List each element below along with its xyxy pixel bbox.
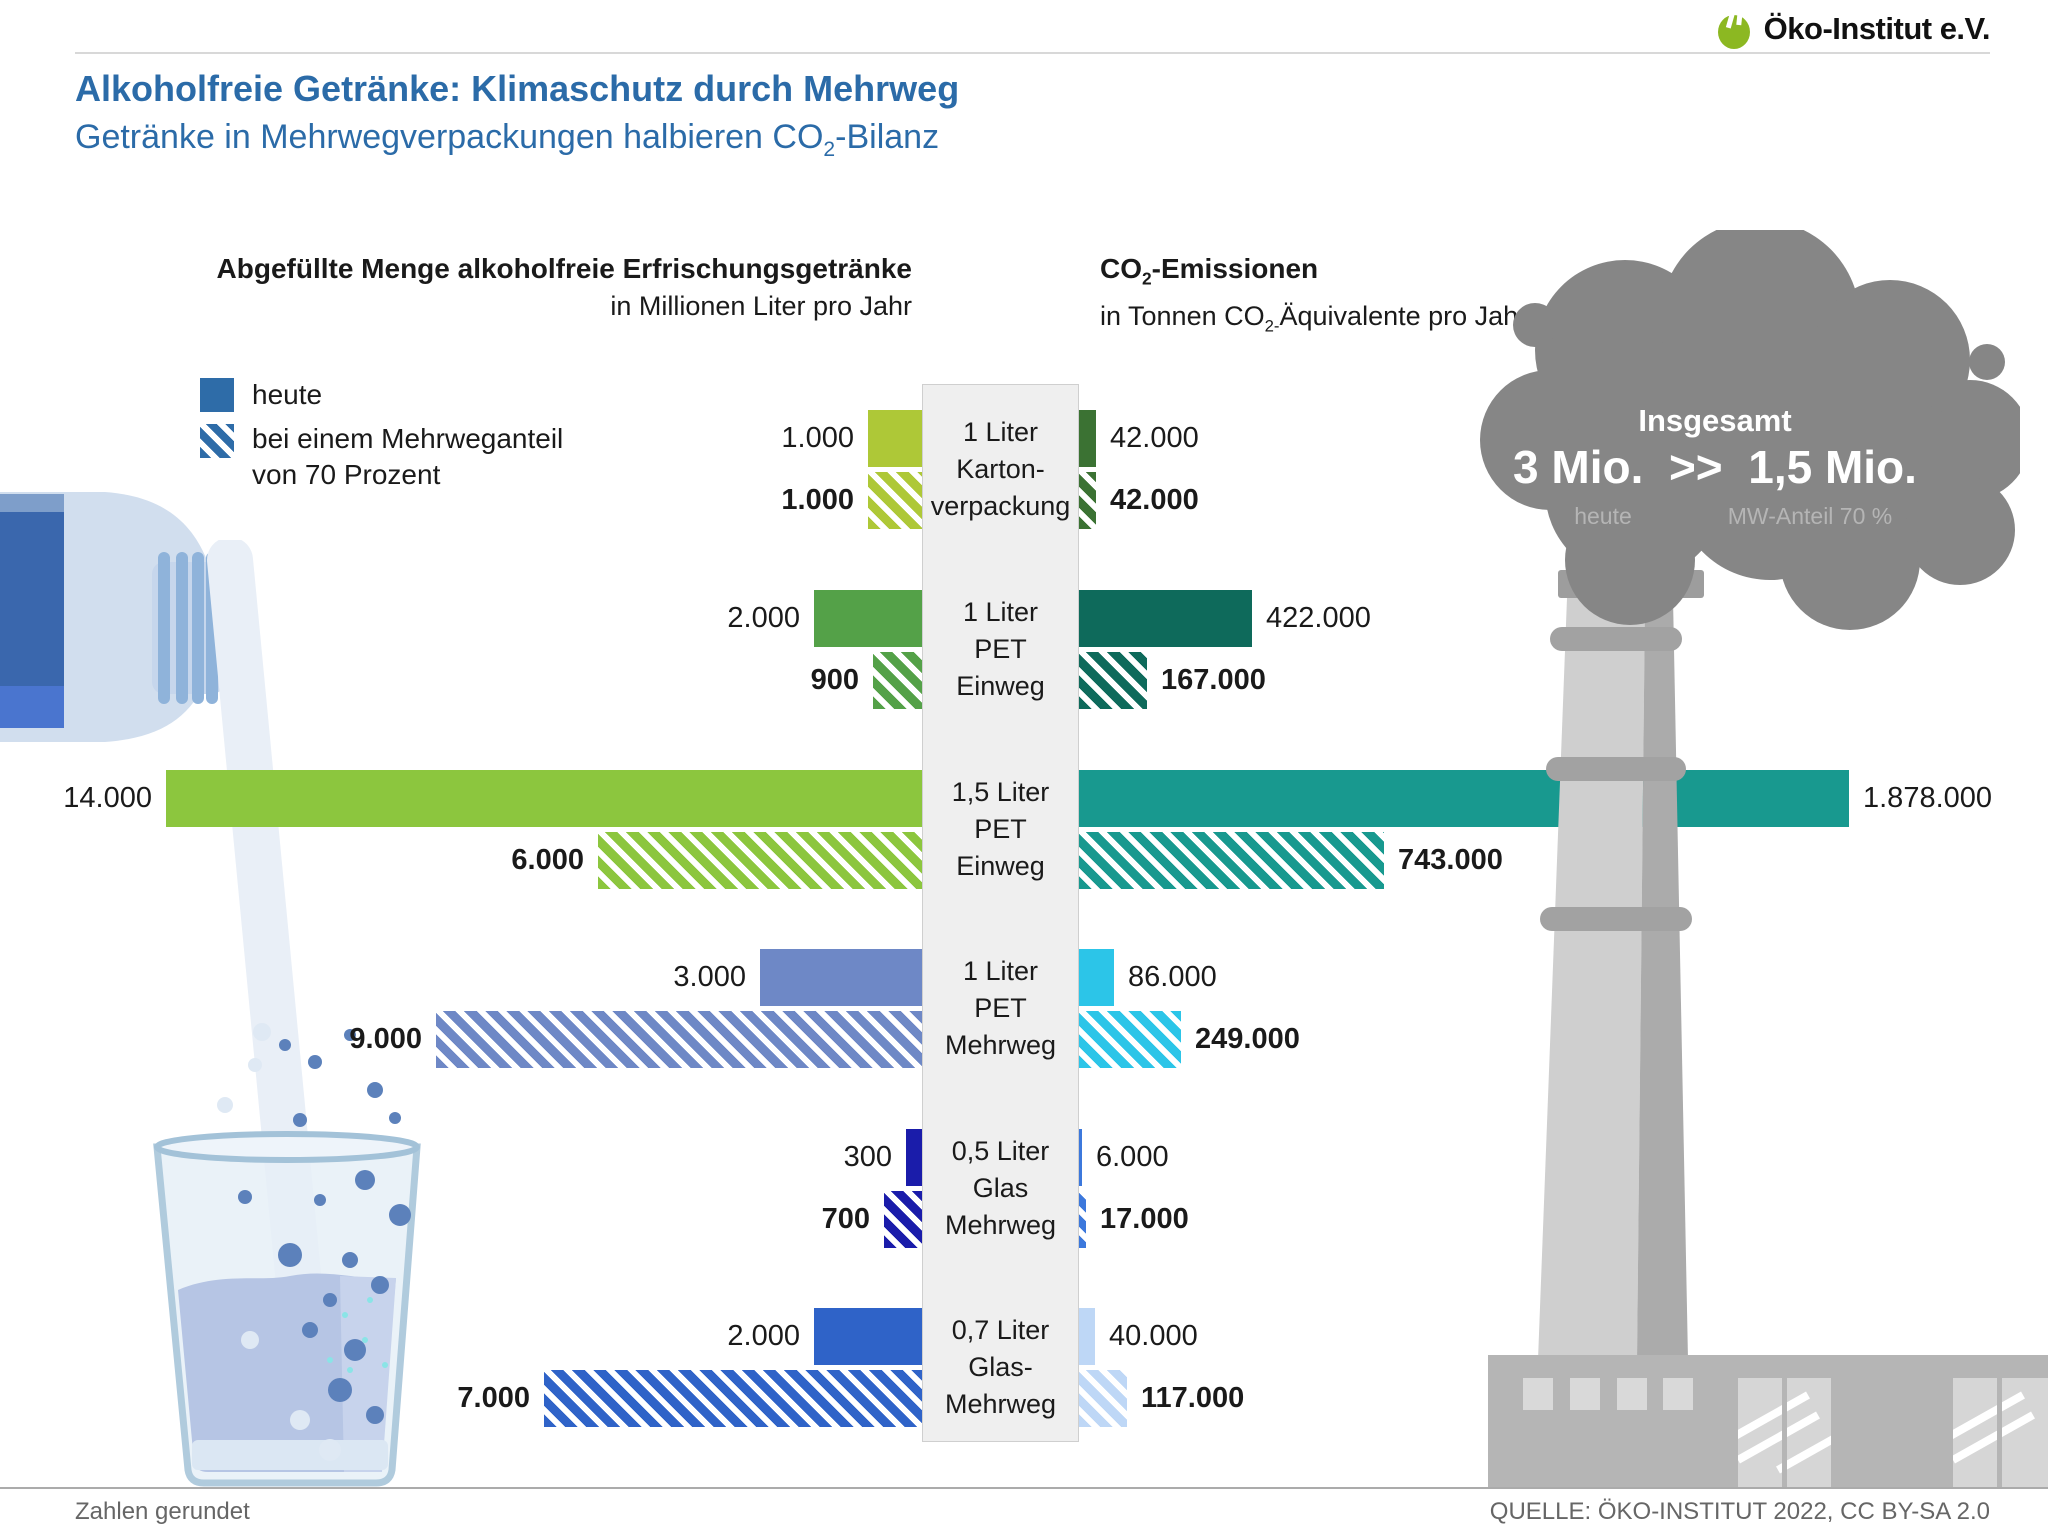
volume-bar-reuse-2 (598, 832, 922, 889)
co2-bar-reuse-1 (1079, 652, 1147, 709)
cloud-total-values: 3 Mio. >> 1,5 Mio. (1475, 440, 1955, 494)
co2-bar-reuse-5 (1079, 1370, 1127, 1427)
volume-value-today-3: 3.000 (673, 961, 746, 993)
co2-bar-today-3 (1079, 949, 1114, 1006)
left-axis-unit: in Millionen Liter pro Jahr (610, 291, 912, 321)
legend-item-today: heute (200, 378, 563, 412)
co2-value-reuse-3: 249.000 (1195, 1023, 1300, 1055)
page-subtitle: Getränke in Mehrwegverpackungen halbiere… (75, 118, 940, 161)
smoke-cloud-illustration (1480, 230, 2020, 630)
volume-value-today-1: 2.000 (727, 602, 800, 634)
co2-value-reuse-0: 42.000 (1110, 484, 1199, 516)
co2-bar-reuse-0 (1079, 472, 1096, 529)
co2-bar-reuse-2 (1079, 832, 1384, 889)
co2-bar-today-2 (1079, 770, 1849, 827)
top-divider (75, 52, 1990, 54)
cloud-future-label: MW-Anteil 70 % (1727, 503, 1893, 529)
volume-value-today-5: 2.000 (727, 1320, 800, 1352)
co2-bar-today-0 (1079, 410, 1096, 467)
legend-swatch-hatched (200, 424, 234, 458)
left-axis-title: Abgefüllte Menge alkoholfreie Erfrischun… (216, 253, 912, 284)
package-type-label-2: 1,5 Liter PET Einweg (951, 777, 1050, 881)
co2-value-reuse-1: 167.000 (1161, 664, 1266, 696)
bottom-divider (0, 1487, 2048, 1489)
co2-bar-today-5 (1079, 1308, 1095, 1365)
co2-bar-reuse-3 (1079, 1011, 1181, 1068)
brand-logo: Öko-Institut e.V. (1715, 8, 1991, 50)
cloud-total-title: Insgesamt (1638, 403, 1792, 438)
footer-source: QUELLE: ÖKO-INSTITUT 2022, CC BY-SA 2.0 (1489, 1498, 1990, 1525)
volume-value-reuse-5: 7.000 (457, 1382, 530, 1414)
volume-value-today-0: 1.000 (781, 422, 854, 454)
package-type-label-5: 0,7 Liter Glas- Mehrweg (944, 1315, 1057, 1419)
right-axis-header: CO2-Emissionen in Tonnen CO2-Äquivalente… (1100, 252, 1527, 343)
volume-bar-reuse-5 (544, 1370, 922, 1427)
legend: heute bei einem Mehrweganteil von 70 Proz… (200, 378, 563, 505)
package-type-label-0: 1 Liter Karton-verpackung (930, 417, 1071, 521)
volume-value-today-4: 300 (843, 1141, 892, 1173)
volume-value-reuse-3: 9.000 (349, 1023, 422, 1055)
volume-value-reuse-1: 900 (810, 664, 859, 696)
package-type-label-1: 1 Liter PET Einweg (956, 597, 1045, 701)
bottle-illustration (0, 492, 224, 742)
legend-item-reuse: bei einem Mehrweganteil von 70 Prozent (200, 423, 564, 493)
volume-bar-today-5 (814, 1308, 922, 1365)
volume-bar-today-2 (166, 770, 922, 827)
volume-value-reuse-2: 6.000 (511, 844, 584, 876)
co2-value-today-5: 40.000 (1109, 1320, 1198, 1352)
chimney-illustration (1538, 570, 1704, 1360)
page-title: Alkoholfreie Getränke: Klimaschutz durch… (75, 68, 960, 109)
volume-bar-today-0 (868, 410, 922, 467)
co2-value-reuse-4: 17.000 (1100, 1203, 1189, 1235)
co2-value-today-1: 422.000 (1266, 602, 1371, 634)
category-band (922, 384, 1079, 1442)
volume-bar-today-3 (760, 949, 922, 1006)
co2-value-reuse-2: 743.000 (1398, 844, 1503, 876)
right-axis-unit: in Tonnen CO2-Äquivalente pro Jahr (1100, 300, 1528, 335)
cloud-future-value: 1,5 Mio. (1748, 441, 1917, 493)
footer-note: Zahlen gerundet (75, 1498, 250, 1525)
co2-bar-today-4 (1079, 1129, 1082, 1186)
volume-bar-today-4 (906, 1129, 922, 1186)
legend-label-reuse: bei einem Mehrweganteil von 70 Prozent (252, 423, 564, 490)
cloud-arrow: >> (1668, 441, 1723, 493)
volume-value-reuse-4: 700 (821, 1203, 870, 1235)
brand-logo-text: Öko-Institut e.V. (1763, 11, 1991, 46)
package-type-label-4: 0,5 Liter Glas Mehrweg (944, 1136, 1057, 1240)
co2-value-today-2: 1.878.000 (1863, 782, 1993, 814)
cloud-today-value: 3 Mio. (1513, 441, 1644, 493)
co2-value-today-3: 86.000 (1128, 961, 1217, 993)
factory-illustration (1488, 1355, 2048, 1489)
right-axis-title: CO2-Emissionen (1100, 253, 1319, 289)
co2-value-reuse-5: 117.000 (1141, 1382, 1245, 1414)
co2-value-today-0: 42.000 (1110, 422, 1199, 454)
legend-swatch-solid (200, 378, 234, 412)
volume-bar-reuse-3 (436, 1011, 922, 1068)
left-axis-header: Abgefüllte Menge alkoholfreie Erfrischun… (217, 252, 912, 323)
volume-bar-reuse-1 (873, 652, 922, 709)
volume-bar-reuse-4 (884, 1191, 922, 1248)
co2-bar-today-1 (1079, 590, 1252, 647)
legend-label-today: heute (252, 379, 323, 410)
volume-bar-reuse-0 (868, 472, 922, 529)
oeko-institut-logo-icon (1715, 8, 1755, 50)
volume-value-reuse-0: 1.000 (781, 484, 854, 516)
co2-bar-reuse-4 (1079, 1191, 1086, 1248)
volume-value-today-2: 14.000 (63, 782, 152, 814)
glass-illustration (153, 1023, 421, 1487)
cloud-today-label: heute (1574, 503, 1632, 529)
volume-bar-today-1 (814, 590, 922, 647)
co2-value-today-4: 6.000 (1096, 1141, 1169, 1173)
package-type-label-3: 1 Liter PET Mehrweg (944, 956, 1057, 1060)
